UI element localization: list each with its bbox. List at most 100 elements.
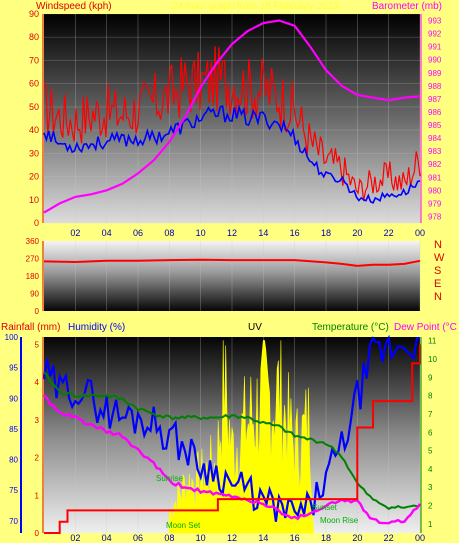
uv-axis-title: UV — [248, 322, 262, 333]
uv-area — [169, 340, 314, 534]
temperature-tick-label: 1 — [428, 520, 433, 529]
weather-chart-x-tick-label: 18 — [321, 533, 331, 543]
humidity-tick-label: 90 — [9, 394, 18, 403]
humidity-tick-label: 85 — [9, 425, 18, 434]
barometer-tick-label: 990 — [428, 56, 442, 65]
wind-chart-x-tick-label: 10 — [196, 228, 206, 238]
dewpoint-axis-title: Dew Point (°C — [394, 322, 457, 333]
windspeed-axis-title: Windspeed (kph) — [36, 1, 112, 12]
temperature-tick-label: 5 — [428, 447, 433, 456]
weather-chart-x-tick-label: 12 — [227, 533, 237, 543]
weather-chart-x-tick-label: 02 — [70, 533, 80, 543]
wind-chart-x-tick-label: 12 — [227, 228, 237, 238]
barometer-tick-label: 982 — [428, 160, 442, 169]
temperature-tick-label: 3 — [428, 483, 433, 492]
humidity-tick-label: 100 — [5, 333, 19, 342]
sunset-annotation: Sunset — [312, 503, 338, 512]
weather-chart-x-tick-label: 10 — [196, 533, 206, 543]
temperature-tick-label: 9 — [428, 373, 433, 382]
weather-chart-x-tick-label: 16 — [290, 533, 300, 543]
temperature-tick-label: 10 — [428, 355, 437, 364]
humidity-tick-label: 95 — [9, 364, 18, 373]
weather-chart-x-tick-label: 20 — [352, 533, 362, 543]
direction-tick-label: 0 — [35, 307, 40, 316]
barometer-tick-label: 993 — [428, 17, 442, 26]
wind-chart-x-tick-label: 18 — [321, 228, 331, 238]
humidity-axis-title: Humidity (%) — [68, 322, 126, 333]
barometer-line — [43, 19, 421, 214]
temperature-tick-label: 2 — [428, 502, 433, 511]
direction-chart-plot-area — [44, 241, 420, 311]
barometer-tick-label: 984 — [428, 134, 442, 143]
temperature-axis-title: Temperature (°C) — [312, 322, 389, 333]
weather-chart-x-tick-label: 04 — [102, 533, 112, 543]
wind-chart-x-tick-label: 14 — [258, 228, 268, 238]
rainfall-line — [44, 344, 421, 534]
rainfall-tick-label: 5 — [35, 341, 40, 350]
barometer-tick-label: 986 — [428, 108, 442, 117]
rainfall-tick-label: 4 — [35, 378, 40, 387]
direction-label-e: E — [434, 278, 442, 290]
temperature-tick-label: 8 — [428, 392, 433, 401]
barometer-tick-label: 991 — [428, 43, 442, 52]
windspeed-tick-label: 60 — [29, 79, 39, 89]
barometer-tick-label: 983 — [428, 147, 442, 156]
wind-chart-x-tick-label: 06 — [133, 228, 143, 238]
windspeed-tick-label: 0 — [34, 218, 39, 228]
barometer-tick-label: 985 — [428, 121, 442, 130]
windspeed-tick-label: 10 — [29, 195, 39, 205]
direction-tick-label: 180 — [26, 272, 40, 281]
wind-direction-line — [43, 258, 421, 267]
direction-label-s: S — [434, 265, 442, 277]
wind-chart-x-tick-label: 16 — [290, 228, 300, 238]
rainfall-axis-title: Rainfall (mm) — [1, 322, 61, 333]
windspeed-tick-label: 30 — [29, 148, 39, 158]
rainfall-tick-label: 2 — [35, 454, 40, 463]
humidity-tick-label: 75 — [9, 486, 18, 495]
wind-chart-x-tick-label: 08 — [164, 228, 174, 238]
direction-label-n-top: N — [434, 239, 442, 251]
barometer-tick-label: 988 — [428, 82, 442, 91]
weather-chart-x-tick-label: 00 — [415, 533, 425, 543]
direction-tick-label: 270 — [26, 255, 40, 264]
weather-chart-x-tick-label: 14 — [258, 533, 268, 543]
windspeed-tick-label: 90 — [29, 9, 39, 19]
temperature-tick-label: 7 — [428, 410, 433, 419]
temperature-tick-label: 11 — [428, 337, 437, 346]
windspeed-gust-line — [43, 46, 421, 202]
rainfall-tick-label: 0 — [35, 529, 40, 538]
barometer-tick-label: 989 — [428, 69, 442, 78]
windspeed-tick-label: 40 — [29, 125, 39, 135]
direction-label-w: W — [434, 252, 445, 264]
weather-chart-x-tick-label: 08 — [164, 533, 174, 543]
moonset-annotation: Moon Set — [166, 521, 201, 530]
humidity-tick-label: 80 — [9, 456, 18, 465]
humidity-line — [42, 334, 420, 522]
windspeed-tick-label: 80 — [29, 32, 39, 42]
direction-label-n-bottom: N — [434, 291, 442, 303]
temperature-tick-label: 4 — [428, 465, 433, 474]
wind-chart-x-tick-label: 04 — [102, 228, 112, 238]
windspeed-tick-label: 20 — [29, 172, 39, 182]
barometer-tick-label: 979 — [428, 199, 442, 208]
direction-tick-label: 90 — [30, 290, 39, 299]
weather-chart-x-tick-label: 06 — [133, 533, 143, 543]
windspeed-average-line — [43, 104, 421, 204]
rainfall-tick-label: 3 — [35, 416, 40, 425]
wind-chart-x-tick-label: 20 — [352, 228, 362, 238]
chart-subtitle: 24 hour graph from 18 February 2013 — [172, 1, 339, 12]
moonrise-annotation: Moon Rise — [320, 516, 359, 525]
dewpoint-line — [43, 394, 422, 525]
barometer-tick-label: 987 — [428, 95, 442, 104]
wind-chart-x-tick-label: 02 — [70, 228, 80, 238]
barometer-tick-label: 981 — [428, 173, 442, 182]
humidity-tick-label: 70 — [9, 517, 18, 526]
barometer-tick-label: 980 — [428, 186, 442, 195]
wind-chart-x-tick-label: 00 — [415, 228, 425, 238]
rainfall-tick-label: 1 — [35, 491, 40, 500]
sunrise-annotation: Sunrise — [156, 474, 184, 483]
windspeed-tick-label: 70 — [29, 55, 39, 65]
barometer-tick-label: 992 — [428, 30, 442, 39]
direction-tick-label: 360 — [26, 237, 40, 246]
